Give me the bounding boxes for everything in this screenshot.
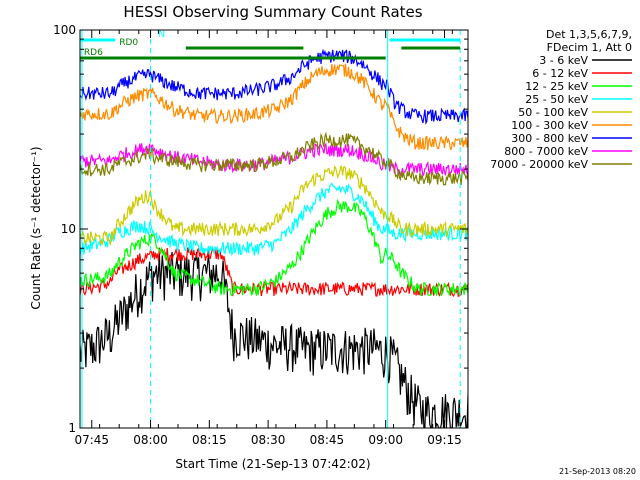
series-3-6-kev bbox=[80, 251, 468, 428]
legend-label-25-50-kev: 25 - 50 keV bbox=[525, 93, 588, 106]
x-tick-label-09-15: 09:15 bbox=[427, 433, 462, 447]
series-100-300-kev bbox=[80, 63, 468, 151]
chart-title: HESSI Observing Summary Count Rates bbox=[123, 3, 422, 21]
legend-label-50-100-kev: 50 - 100 keV bbox=[518, 106, 588, 119]
x-tick-label-08-30: 08:30 bbox=[251, 433, 286, 447]
series-7000-20000-kev bbox=[80, 131, 468, 186]
legend-label-7000-20000-kev: 7000 - 20000 keV bbox=[490, 158, 588, 171]
series-50-100-kev bbox=[80, 165, 468, 246]
legend-label-6-12-kev: 6 - 12 keV bbox=[532, 67, 588, 80]
series-layer bbox=[80, 48, 468, 428]
x-tick-label-08-45: 08:45 bbox=[310, 433, 345, 447]
state-bar-label-n: N bbox=[158, 30, 165, 40]
state-bar-label-rd6: RD6 bbox=[84, 48, 103, 58]
series-300-800-kev bbox=[80, 48, 468, 125]
axes-layer: 1 10 100 07:45 08:00 08:15 08:30 08:45 09:00 09:1… bbox=[53, 23, 469, 447]
legend-label-100-300-kev: 100 - 300 keV bbox=[511, 119, 588, 132]
x-tick-label-09-00: 09:00 bbox=[368, 433, 403, 447]
x-axis-label: Start Time (21-Sep-13 07:42:02) bbox=[175, 457, 370, 471]
legend-label-12-25-kev: 12 - 25 keV bbox=[525, 80, 588, 93]
x-tick-label-07-45: 07:45 bbox=[74, 433, 109, 447]
y-axis-label: Count Rate (s⁻¹ detector⁻¹) bbox=[29, 146, 43, 309]
series-25-50-kev bbox=[80, 182, 468, 257]
x-tick-label-08-15: 08:15 bbox=[192, 433, 227, 447]
y-tick-label-1: 1 bbox=[68, 421, 76, 435]
legend: Det 1,3,5,6,7,9,FDecim 1, Att 03 - 6 keV… bbox=[490, 28, 632, 171]
legend-label-800-7000-kev: 800 - 7000 keV bbox=[504, 145, 588, 158]
legend-label-3-6-kev: 3 - 6 keV bbox=[539, 54, 588, 67]
legend-label-300-800-kev: 300 - 800 keV bbox=[511, 132, 588, 145]
legend-header-1: Det 1,3,5,6,7,9, bbox=[546, 28, 632, 41]
legend-header-2: FDecim 1, Att 0 bbox=[547, 41, 632, 54]
state-bar-label-rd0: RD0 bbox=[119, 38, 138, 48]
timestamp-stamp: 21-Sep-2013 08:20 bbox=[559, 467, 636, 476]
y-tick-label-10: 10 bbox=[61, 222, 76, 236]
series-6-12-kev bbox=[80, 246, 468, 297]
series-12-25-kev bbox=[80, 198, 468, 297]
y-tick-label-100: 100 bbox=[53, 23, 76, 37]
x-tick-label-08-00: 08:00 bbox=[133, 433, 168, 447]
